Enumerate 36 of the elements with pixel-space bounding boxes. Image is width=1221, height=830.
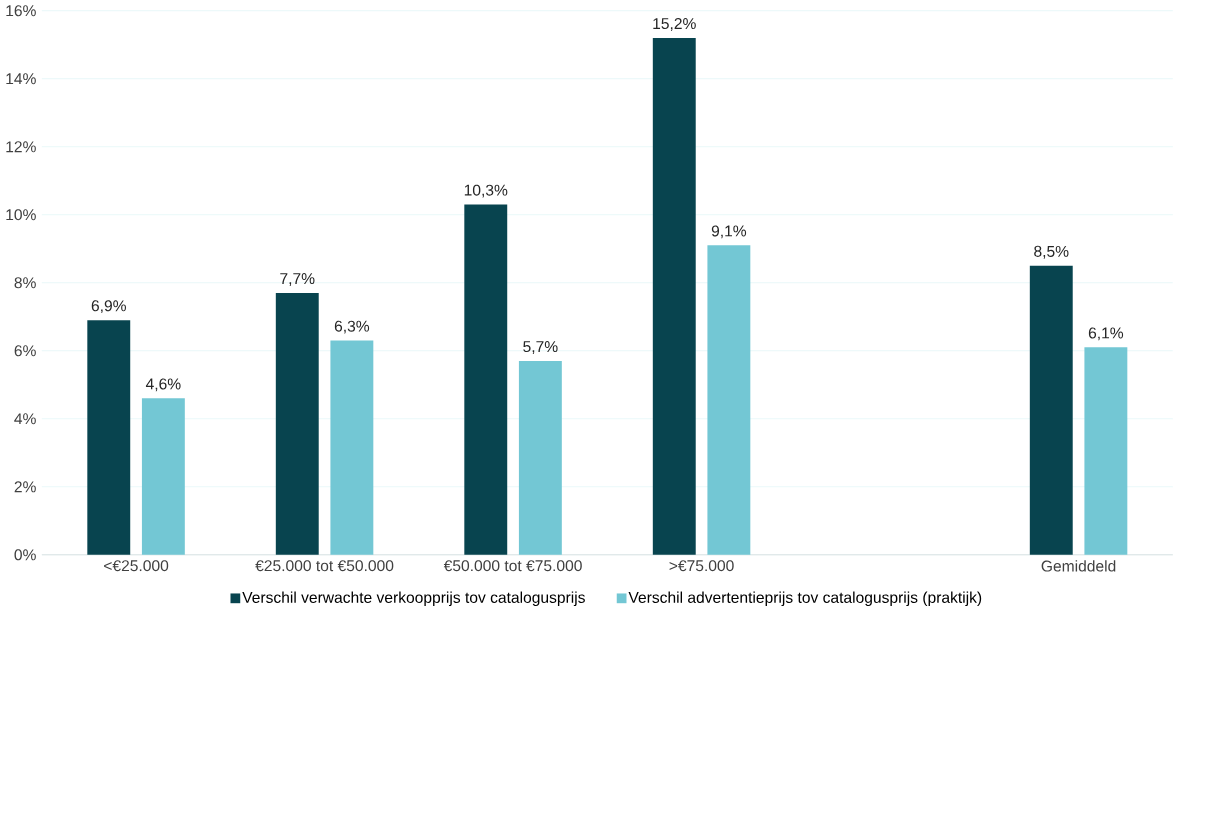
y-tick-label: 6% [14, 345, 36, 357]
bar [1029, 265, 1073, 555]
bar [464, 204, 508, 555]
bar [652, 37, 696, 555]
legend-label: Verschil verwachte verkoopprijs tov catalogusprijs [242, 591, 585, 606]
data-label: 10,3% [464, 184, 508, 198]
bar [518, 360, 562, 555]
data-label: 7,7% [280, 273, 315, 286]
data-label: 6,9% [91, 300, 126, 314]
y-tick-label: 4% [14, 413, 36, 425]
y-tick-label: 16% [6, 5, 36, 17]
x-tick-label: <€25.000 [104, 560, 169, 572]
y-tick-label: 2% [14, 481, 36, 493]
y-tick-label: 8% [14, 277, 36, 289]
bar [1084, 347, 1128, 555]
legend-label: Verschil advertentieprijs tov catalogusprijs (praktijk) [628, 591, 982, 606]
data-label: 6,3% [334, 320, 370, 334]
bar [275, 292, 319, 555]
data-label: 5,7% [523, 341, 558, 354]
bar [330, 340, 374, 555]
y-tick-label: 14% [6, 73, 36, 85]
data-label: 8,5% [1034, 245, 1069, 259]
x-tick-label: €25.000 tot €50.000 [255, 560, 394, 572]
x-tick-label: €50.000 tot €75.000 [443, 560, 582, 572]
y-tick-label: 10% [6, 209, 36, 221]
data-label: 15,2% [653, 17, 696, 31]
bar [87, 320, 131, 555]
bar [141, 398, 185, 555]
data-label: 9,1% [711, 225, 747, 239]
bar [707, 245, 751, 555]
data-label: 6,1% [1088, 327, 1124, 341]
x-tick-label: >€75.000 [669, 560, 734, 572]
y-tick-label: 12% [6, 141, 36, 153]
x-tick-label: Gemiddeld [1041, 560, 1116, 572]
data-label: 4,6% [145, 378, 181, 392]
y-tick-label: 0% [14, 549, 36, 561]
